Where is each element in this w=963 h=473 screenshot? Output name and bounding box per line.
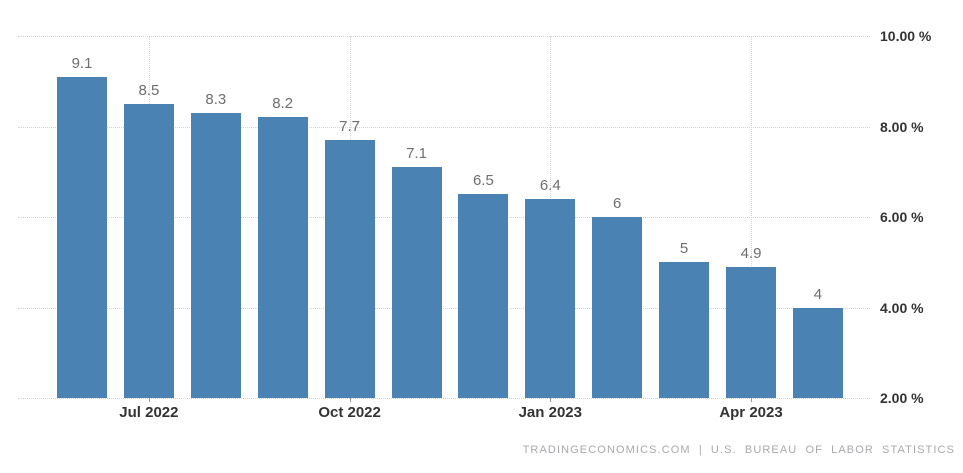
bar-value-label: 4.9 (740, 244, 762, 262)
y-axis-tick-label: 2.00 % (880, 390, 924, 406)
bar-value-label: 5 (679, 240, 689, 258)
x-axis-tick-mark (148, 398, 150, 402)
bar-value-label: 7.1 (406, 145, 427, 163)
bar[interactable] (324, 140, 375, 398)
horizontal-gridline (18, 398, 870, 399)
x-axis-tick-label: Oct 2022 (318, 404, 381, 421)
bar[interactable] (57, 76, 107, 398)
x-axis-tick-mark (550, 398, 552, 402)
y-axis-tick-label: 4.00 % (880, 299, 924, 316)
plot-area: Jul 2022 Oct 2022 Jan 2023 Apr 2023 9.1 8.5 8.… (18, 36, 870, 421)
bar[interactable] (592, 217, 643, 398)
bar-value-label: 6.4 (539, 176, 561, 194)
x-axis-tick-label: Jul 2022 (119, 404, 179, 421)
horizontal-gridline (18, 36, 870, 37)
bar-value-label: 8.5 (138, 81, 160, 99)
bar[interactable] (525, 198, 576, 398)
horizontal-gridline (18, 307, 870, 309)
x-axis-tick-label: Jan 2023 (518, 404, 582, 421)
x-axis-tick-label: Apr 2023 (719, 404, 783, 421)
bar[interactable] (190, 112, 241, 398)
bar-value-label: 7.7 (339, 118, 361, 136)
bar-value-label: 6.5 (472, 172, 494, 190)
bar[interactable] (391, 167, 442, 398)
horizontal-gridline (18, 217, 870, 218)
bar[interactable] (792, 307, 843, 398)
bar-value-label: 6 (613, 195, 622, 212)
bar[interactable] (257, 117, 308, 398)
bar-value-label: 8.3 (205, 90, 227, 108)
y-axis-tick-label: 8.00 % (880, 118, 924, 135)
x-axis-tick-mark (349, 398, 351, 402)
bar-value-label: 8.2 (272, 95, 294, 113)
bar[interactable] (458, 194, 509, 398)
vertical-gridline (751, 36, 752, 398)
source-attribution: TRADINGECONOMICS.COM | U.S. BUREAU OF LA… (522, 444, 955, 456)
bar-value-label: 9.1 (71, 54, 93, 72)
bar[interactable] (726, 266, 776, 398)
bar[interactable] (659, 262, 710, 398)
bar-value-label: 4 (813, 285, 823, 303)
bar[interactable] (123, 103, 174, 398)
x-axis-tick-mark (751, 398, 752, 402)
y-axis-tick-label: 10.00 % (880, 28, 932, 44)
horizontal-gridline (18, 126, 870, 128)
y-axis-tick-label: 6.00 % (880, 209, 924, 225)
